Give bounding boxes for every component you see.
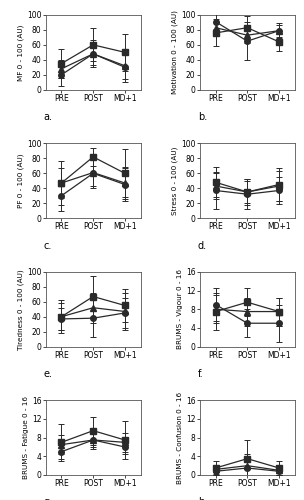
Y-axis label: BRUMS - Vigour 0 - 16: BRUMS - Vigour 0 - 16 — [177, 269, 183, 349]
Text: h.: h. — [198, 498, 207, 500]
Y-axis label: PF 0 - 100 (AU): PF 0 - 100 (AU) — [18, 154, 24, 208]
Y-axis label: Stress 0 - 100 (AU): Stress 0 - 100 (AU) — [172, 146, 178, 215]
Y-axis label: Tiredness 0 - 100 (AU): Tiredness 0 - 100 (AU) — [18, 269, 24, 349]
Y-axis label: MF 0 - 100 (AU): MF 0 - 100 (AU) — [18, 24, 24, 80]
Text: e.: e. — [44, 369, 53, 379]
Text: f.: f. — [198, 369, 203, 379]
Text: b.: b. — [198, 112, 207, 122]
Text: a.: a. — [44, 112, 53, 122]
Y-axis label: BRUMS - Fatigue 0 - 16: BRUMS - Fatigue 0 - 16 — [23, 396, 29, 479]
Text: c.: c. — [44, 240, 52, 250]
Text: d.: d. — [198, 240, 207, 250]
Y-axis label: BRUMS - Confusion 0 - 16: BRUMS - Confusion 0 - 16 — [177, 392, 183, 484]
Text: g.: g. — [44, 498, 53, 500]
Y-axis label: Motivation 0 - 100 (AU): Motivation 0 - 100 (AU) — [172, 10, 178, 94]
